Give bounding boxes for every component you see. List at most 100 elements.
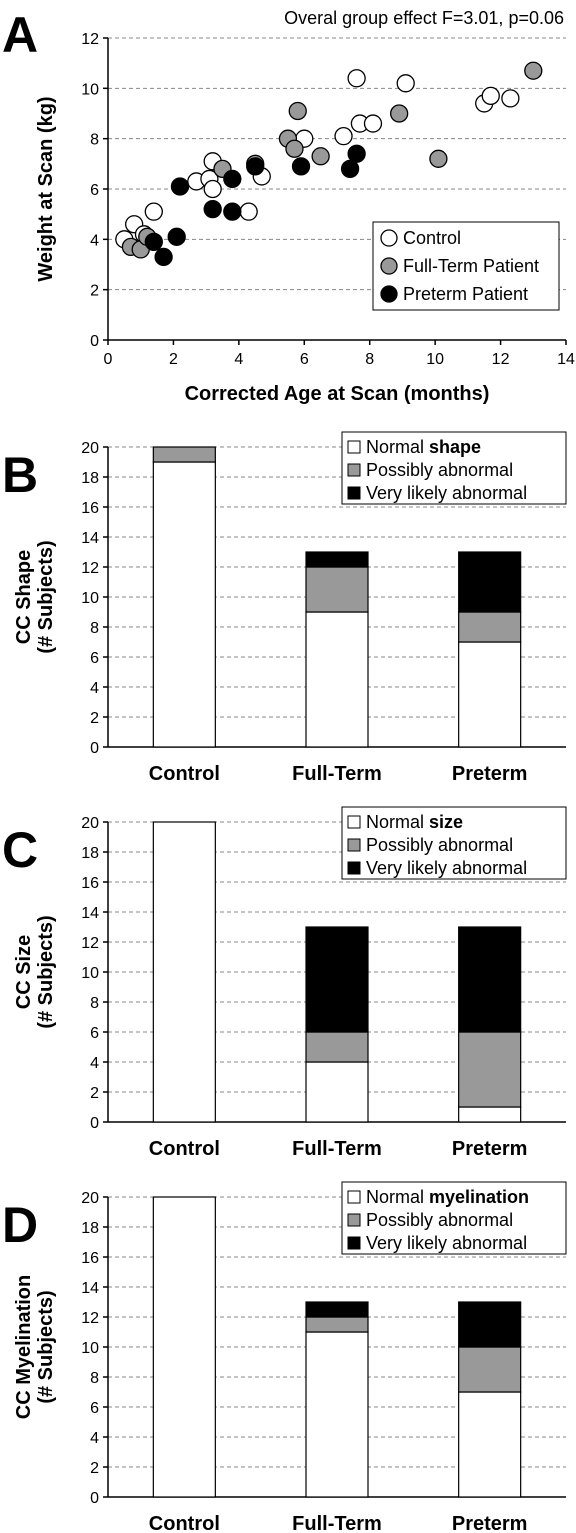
x-tick-label: 2 [169,351,178,368]
bar-segment [458,1106,522,1123]
annotation-text: Overal group effect F=3.01, p=0.06 [284,8,564,28]
panel-b: B 0 2 4 6 8 10 12 14 16 18 20 CC Shape (# Subjects) Co… [2,431,567,785]
y-tick-label: 0 [90,1115,99,1132]
legend-swatch [347,486,361,500]
scatter-point [334,126,353,146]
panel-c: C 0 2 4 6 8 10 12 14 16 18 20 CC Size (# Subjects) Con… [2,806,567,1160]
panel-d: D 0 2 4 6 8 10 12 14 16 18 20 CC Myelination (# Subje… [2,1181,567,1533]
legend-label: Full-Term Patient [403,256,539,276]
legend-label: Control [403,228,461,248]
legend-label: Normal myelination [366,1187,529,1207]
legend-box [341,431,567,505]
legend-swatch [347,838,361,852]
bar-segment [305,566,369,613]
scatter-point [167,227,186,246]
scatter-point [223,202,242,221]
legend-label-text: Normal [366,812,429,832]
x-axis-title: Corrected Age at Scan (months) [185,383,490,405]
legend-label-bold: size [429,812,463,832]
y-axis-title: CC Size [13,935,35,1009]
legend-swatch [347,815,361,829]
y-tick-label: 6 [90,1400,99,1417]
bar-segment [458,551,522,613]
y-tick-label: 12 [81,31,99,48]
legend-swatch [347,1236,361,1250]
legend-label: Very likely abnormal [366,1233,527,1253]
panel-letter: D [2,1197,38,1253]
legend-label-text: Normal [366,437,429,457]
legend-label-bold: shape [429,437,481,457]
scatter-point [223,169,242,189]
bar-segment [458,926,522,1033]
y-tick-label: 14 [81,530,99,547]
panel-a: A 0 2 4 6 8 10 12 Weight at Scan (kg) 0 2 4 6 8 10 12 14… [2,7,575,405]
x-tick-label: 4 [234,351,243,368]
legend-box [341,806,567,880]
bar-segment [305,926,369,1033]
scatter-point [390,104,409,123]
bar-segment [152,1196,216,1498]
scatter-point [203,199,222,219]
bar-segment [305,1031,369,1063]
legend-label: Very likely abnormal [366,858,527,878]
y-tick-label: 16 [81,875,99,892]
x-tick-label: 0 [104,351,113,368]
panel-letter: A [2,7,38,63]
bar-segment [305,1316,369,1333]
y-tick-label: 20 [81,815,99,832]
legend-label: Possibly abnormal [366,460,513,480]
y-tick-label: 2 [90,283,99,300]
scatter-point [239,202,258,221]
legend-label-text: Very likely abnormal [366,1233,527,1253]
y-tick-label: 12 [81,935,99,952]
scatter-point [144,202,163,221]
bar-segment [152,461,216,748]
scatter-point [144,232,163,252]
scatter-point [347,69,366,88]
y-tick-label: 10 [81,1340,99,1357]
y-tick-label: 18 [81,1220,99,1237]
y-tick-label: 14 [81,905,99,922]
y-tick-label: 10 [81,965,99,982]
scatter-point [501,89,520,108]
bar-segment [458,1301,522,1348]
y-tick-label: 8 [90,1370,99,1387]
y-tick-label: 14 [81,1280,99,1297]
y-tick-label: 4 [90,232,99,249]
y-tick-label: 2 [90,710,99,727]
y-axis-title: Weight at Scan (kg) [35,96,57,281]
scatter-point [288,101,307,121]
y-tick-label: 2 [90,1085,99,1102]
legend-label-text: Possibly abnormal [366,835,513,855]
y-tick-label: 6 [90,650,99,667]
y-tick-label: 10 [81,590,99,607]
y-tick-label: 6 [90,1025,99,1042]
scatter-point [246,157,265,176]
x-tick-label: 12 [492,351,510,368]
panel-letter: C [2,822,38,878]
scatter-point [340,159,360,179]
category-label: Full-Term [292,1138,382,1160]
y-tick-label: 12 [81,1310,99,1327]
scatter-point [396,74,415,93]
scatter-point [285,139,304,158]
y-tick-label: 8 [90,620,99,637]
bar-segment [458,611,522,643]
y-tick-label: 12 [81,560,99,577]
legend-label: Preterm Patient [403,284,528,304]
bar-segment [152,821,216,1123]
y-tick-label: 0 [90,740,99,757]
y-tick-label: 8 [90,995,99,1012]
y-tick-label: 20 [81,440,99,457]
legend-box [372,221,560,311]
scatter-point [154,247,173,267]
legend-label-text: Possibly abnormal [366,460,513,480]
y-tick-label: 8 [90,132,99,149]
y-tick-label: 10 [81,81,99,98]
y-tick-label: 18 [81,470,99,487]
category-label: Full-Term [292,763,382,785]
x-tick-label: 14 [557,351,575,368]
scatter-point [170,177,190,196]
legend-swatch [347,463,361,477]
scatter-point [347,144,366,163]
